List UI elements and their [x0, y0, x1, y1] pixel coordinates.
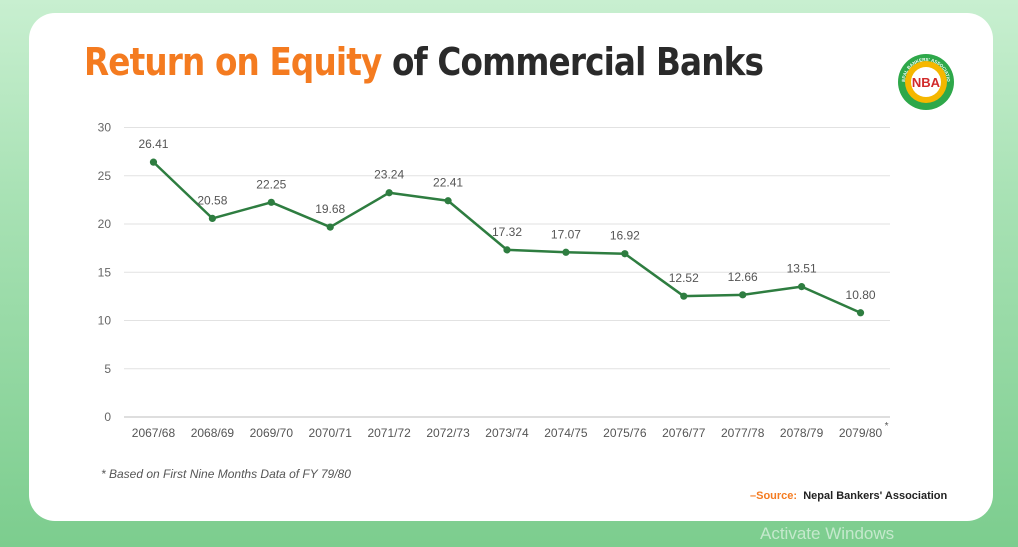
- logo-text: NBA: [912, 75, 941, 90]
- title-highlight: Return on Equity: [84, 40, 382, 84]
- footnote: * Based on First Nine Months Data of FY …: [101, 467, 351, 481]
- chart-card: [29, 13, 993, 521]
- title-rest: of Commercial Banks: [381, 40, 764, 84]
- activate-windows-watermark: Activate Windows: [760, 524, 895, 543]
- source-label: –Source:: [750, 490, 798, 502]
- chart-title: Return on Equity of Commercial Banks: [84, 40, 764, 86]
- source-value: Nepal Bankers' Association: [803, 490, 948, 502]
- source-note: –Source: Nepal Bankers' Association: [750, 490, 947, 502]
- nba-logo: NBA NEPAL BANKERS' ASSOCIATION: [897, 53, 954, 110]
